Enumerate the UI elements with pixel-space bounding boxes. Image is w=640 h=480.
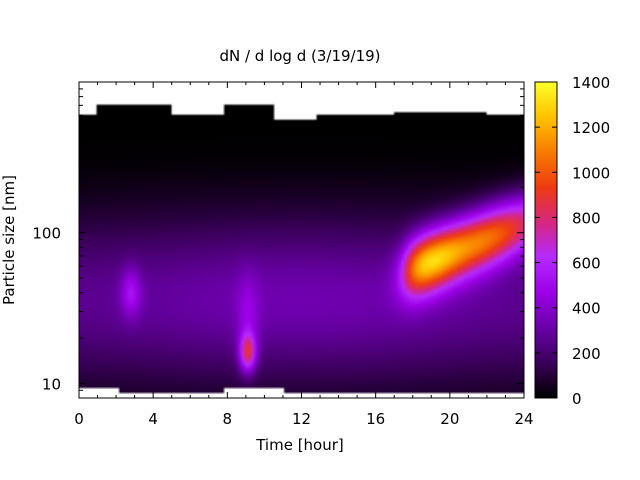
x-tick-label: 4 [148,410,158,428]
y-tick-label: 100 [32,225,61,243]
x-axis: 0 4 8 12 16 20 24 [74,82,534,428]
colorbar-gradient [534,81,558,399]
colorbar-tick-label: 800 [572,209,601,227]
x-tick-label: 16 [366,410,385,428]
chart-title: dN / d log d (3/19/19) [219,47,380,65]
colorbar: 0 200 400 600 800 1000 1200 1400 [534,74,610,408]
colorbar-tick-label: 1400 [572,74,610,92]
colorbar-tick-label: 0 [572,390,582,408]
y-axis: 10 100 [32,88,524,399]
colorbar-tick-label: 200 [572,345,601,363]
x-tick-label: 8 [223,410,233,428]
colorbar-tick-label: 600 [572,255,601,273]
heatmap-image [79,82,524,398]
x-tick-label: 20 [440,410,459,428]
x-tick-label: 24 [514,410,533,428]
x-tick-label: 0 [74,410,84,428]
x-tick-label: 12 [292,410,311,428]
y-tick-label: 10 [42,375,61,393]
colorbar-ticks: 0 200 400 600 800 1000 1200 1400 [535,74,610,408]
colorbar-tick-label: 1200 [572,119,610,137]
colorbar-tick-label: 400 [572,300,601,318]
colorbar-tick-label: 1000 [572,164,610,182]
x-axis-label: Time [hour] [255,436,344,454]
y-axis-label: Particle size [nm] [0,175,18,305]
heatmap-area [79,82,524,398]
